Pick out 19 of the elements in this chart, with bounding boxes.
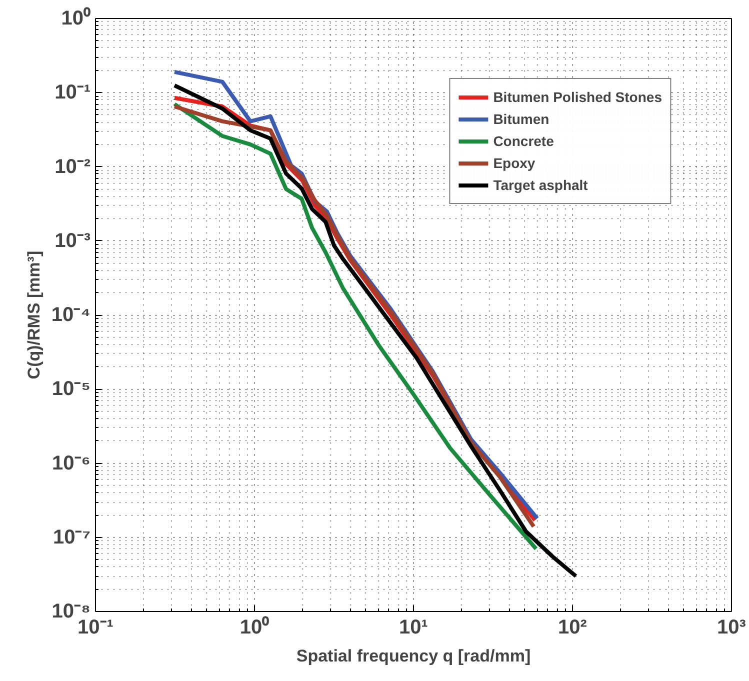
y-tick-label: 10⁻⁷ (53, 526, 90, 548)
y-axis-title: C(q)/RMS [mm³] (24, 250, 44, 380)
y-tick-label: 10⁰ (61, 6, 91, 30)
x-tick-label: 10⁰ (240, 616, 270, 638)
y-tick-label: 10⁻⁶ (52, 452, 91, 474)
legend-label: Bitumen (493, 111, 550, 127)
legend-label: Bitumen Polished Stones (493, 89, 662, 105)
legend-label: Concrete (493, 133, 554, 149)
legend-label: Target asphalt (493, 177, 588, 193)
y-tick-label: 10⁻⁵ (52, 378, 90, 400)
y-tick-label: 10⁻⁴ (51, 304, 90, 326)
y-tick-label: 10⁻¹ (54, 82, 91, 104)
x-tick-label: 10² (558, 616, 588, 638)
x-tick-label: 10¹ (399, 616, 428, 638)
legend-label: Epoxy (493, 155, 536, 171)
y-tick-label: 10⁻² (54, 156, 91, 178)
x-tick-label: 10³ (717, 616, 746, 638)
x-axis-title: Spatial frequency q [rad/mm] (296, 646, 531, 666)
y-tick-label: 10⁻³ (54, 230, 91, 252)
